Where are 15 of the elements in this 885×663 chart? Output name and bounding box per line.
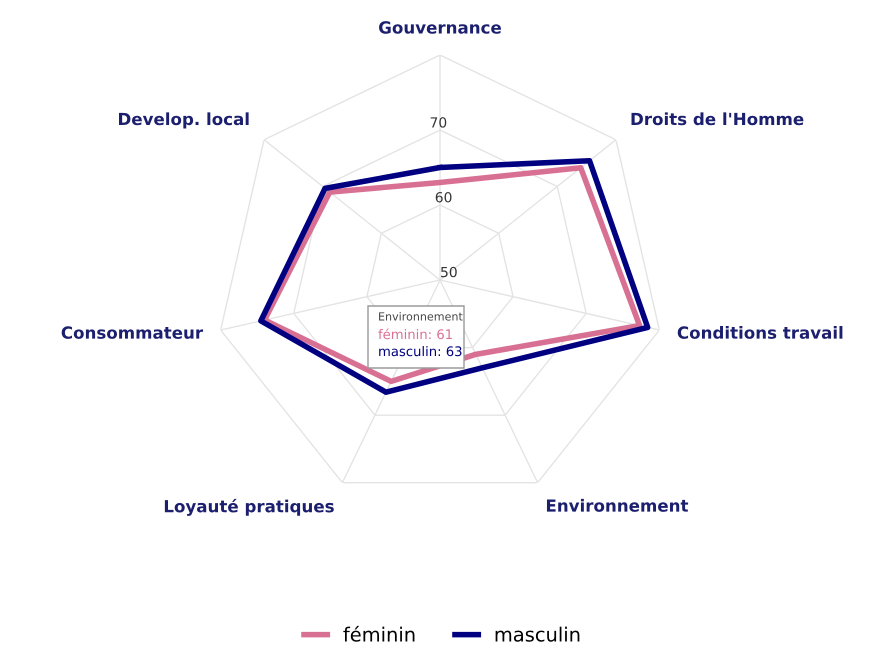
spoke-label: Conditions travail bbox=[678, 326, 842, 339]
spoke-label: Develop. local bbox=[119, 112, 249, 128]
text: féminin: 61 bbox=[378, 328, 452, 340]
spoke-label: Consommateur bbox=[62, 326, 204, 339]
spoke-label: Environnement bbox=[546, 498, 688, 512]
spoke-label: Gouvernance bbox=[379, 21, 501, 34]
spoke-label: Loyauté pratiques bbox=[164, 498, 334, 516]
y-tick-label: 50 bbox=[441, 266, 457, 278]
legend-label: féminin bbox=[343, 626, 414, 642]
text: masculin: 63 bbox=[379, 346, 462, 356]
y-tick-label: 70 bbox=[430, 117, 446, 128]
spoke-label: Droits de l'Homme bbox=[632, 112, 804, 126]
y-tick-label: 60 bbox=[436, 192, 452, 202]
text: Environnement bbox=[379, 312, 463, 321]
legend-label: masculin bbox=[496, 626, 580, 642]
